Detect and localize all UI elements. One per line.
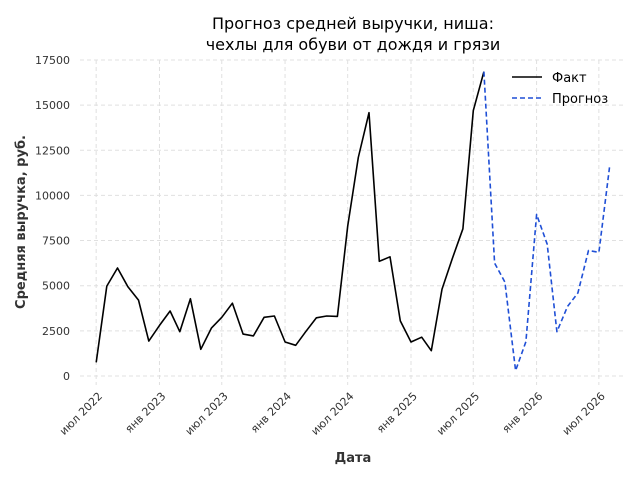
x-tick-label: янв 2026 — [500, 390, 546, 436]
x-tick-label: июл 2024 — [309, 390, 357, 438]
chart-title-line-1: Прогноз средней выручки, ниша: — [212, 14, 494, 33]
legend-label-fact: Факт — [552, 71, 587, 86]
x-tick-label: июл 2025 — [434, 390, 482, 438]
y-tick-label: 5000 — [42, 280, 70, 293]
x-tick-labels: июл 2022 янв 2023 июл 2023 янв 2024 июл 2024… — [57, 390, 608, 438]
y-tick-label: 15000 — [35, 99, 70, 112]
x-tick-label: янв 2025 — [374, 390, 420, 436]
series-layer — [95, 71, 611, 372]
y-tick-label: 12500 — [35, 144, 70, 157]
x-tick-label: июл 2026 — [560, 390, 608, 438]
series-line-forecast — [483, 71, 611, 372]
y-tick-labels: 0 2500 5000 7500 10000 12500 15000 17500 — [35, 54, 70, 383]
y-gridlines — [80, 59, 625, 377]
y-axis-label: Средняя выручка, руб. — [14, 135, 29, 309]
x-tick-label: янв 2023 — [123, 390, 169, 436]
y-tick-label: 7500 — [42, 235, 70, 248]
x-tick-label: янв 2024 — [248, 390, 294, 436]
x-tick-label: июл 2023 — [183, 390, 231, 438]
y-tick-label: 17500 — [35, 54, 70, 67]
x-tick-label: июл 2022 — [57, 390, 105, 438]
y-tick-label: 10000 — [35, 189, 70, 202]
legend-label-forecast: Прогноз — [552, 92, 608, 107]
legend: Факт Прогноз — [512, 71, 608, 107]
series-line-fact — [95, 71, 485, 363]
y-tick-label: 0 — [63, 370, 70, 383]
y-tick-label: 2500 — [42, 325, 70, 338]
x-axis-label: Дата — [335, 451, 372, 466]
chart-title-line-2: чехлы для обуви от дождя и грязи — [206, 35, 501, 54]
